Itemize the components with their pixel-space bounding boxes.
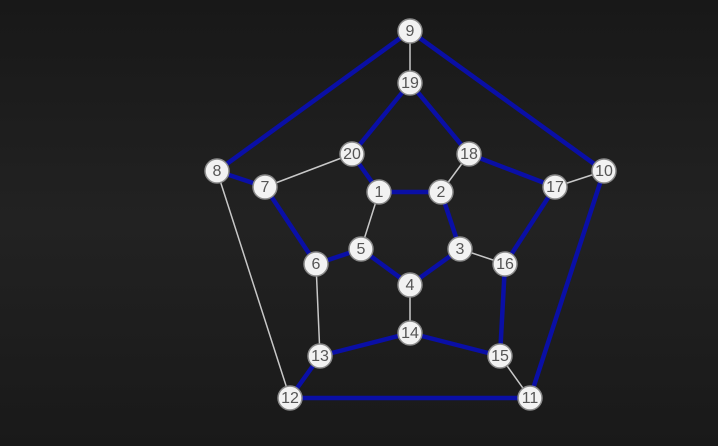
node-circle — [542, 174, 568, 200]
node-label: 16 — [496, 256, 514, 273]
edge-19-20-highlighted — [349, 80, 413, 157]
node-17: 17 — [542, 174, 568, 200]
edge-15-16-highlighted — [497, 261, 508, 359]
node-20: 20 — [339, 141, 365, 167]
node-circle — [591, 158, 617, 184]
node-18: 18 — [456, 141, 482, 167]
node-14: 14 — [397, 320, 423, 346]
node-circle — [204, 158, 230, 184]
node-19: 19 — [397, 70, 423, 96]
node-label: 1 — [375, 184, 384, 201]
edge-16-17-highlighted — [502, 184, 558, 267]
node-8: 8 — [204, 158, 230, 184]
node-3: 3 — [447, 236, 473, 262]
node-circle — [428, 179, 454, 205]
node-circle — [397, 272, 423, 298]
node-6: 6 — [303, 251, 329, 277]
node-circle — [339, 141, 365, 167]
node-circle — [348, 236, 374, 262]
node-circle — [366, 179, 392, 205]
node-label: 11 — [522, 390, 539, 407]
edge-8-9-highlighted — [214, 28, 413, 174]
node-label: 19 — [401, 75, 419, 92]
node-label: 5 — [357, 241, 366, 258]
edge-10-11-highlighted — [527, 168, 607, 401]
edge-18-19-highlighted — [407, 80, 472, 157]
edge-8-12 — [216, 170, 291, 399]
node-label: 17 — [546, 179, 564, 196]
node-circle — [492, 251, 518, 277]
node-circle — [303, 251, 329, 277]
node-15: 15 — [487, 343, 513, 369]
edge-6-13 — [315, 263, 321, 357]
node-13: 13 — [307, 343, 333, 369]
node-circle — [397, 320, 423, 346]
node-4: 4 — [397, 272, 423, 298]
edge-9-10-highlighted — [407, 28, 607, 174]
node-circle — [277, 385, 303, 411]
node-circle — [447, 236, 473, 262]
node-16: 16 — [492, 251, 518, 277]
node-label: 13 — [311, 348, 329, 365]
node-circle — [252, 174, 278, 200]
edge-14-15-highlighted — [407, 330, 503, 359]
node-label: 6 — [312, 256, 321, 273]
node-label: 12 — [281, 390, 299, 407]
node-circle — [397, 70, 423, 96]
node-label: 7 — [261, 179, 270, 196]
node-9: 9 — [397, 18, 423, 44]
node-7: 7 — [252, 174, 278, 200]
node-label: 15 — [491, 348, 509, 365]
node-label: 18 — [460, 146, 478, 163]
node-label: 2 — [437, 184, 446, 201]
node-label: 9 — [406, 23, 415, 40]
node-circle — [397, 18, 423, 44]
node-label: 8 — [213, 163, 222, 180]
node-circle — [487, 343, 513, 369]
edge-7-20 — [264, 153, 353, 188]
node-label: 4 — [406, 277, 415, 294]
node-12: 12 — [277, 385, 303, 411]
edge-17-18-highlighted — [466, 151, 558, 190]
node-circle — [307, 343, 333, 369]
node-circle — [517, 385, 543, 411]
node-11: 11 — [517, 385, 543, 411]
edge-6-7-highlighted — [262, 184, 319, 267]
node-label: 14 — [401, 325, 419, 342]
node-1: 1 — [366, 179, 392, 205]
node-10: 10 — [591, 158, 617, 184]
edge-13-14-highlighted — [317, 330, 413, 359]
node-5: 5 — [348, 236, 374, 262]
node-2: 2 — [428, 179, 454, 205]
node-label: 3 — [456, 241, 465, 258]
node-label: 10 — [595, 163, 613, 180]
node-circle — [456, 141, 482, 167]
node-label: 20 — [343, 146, 361, 163]
